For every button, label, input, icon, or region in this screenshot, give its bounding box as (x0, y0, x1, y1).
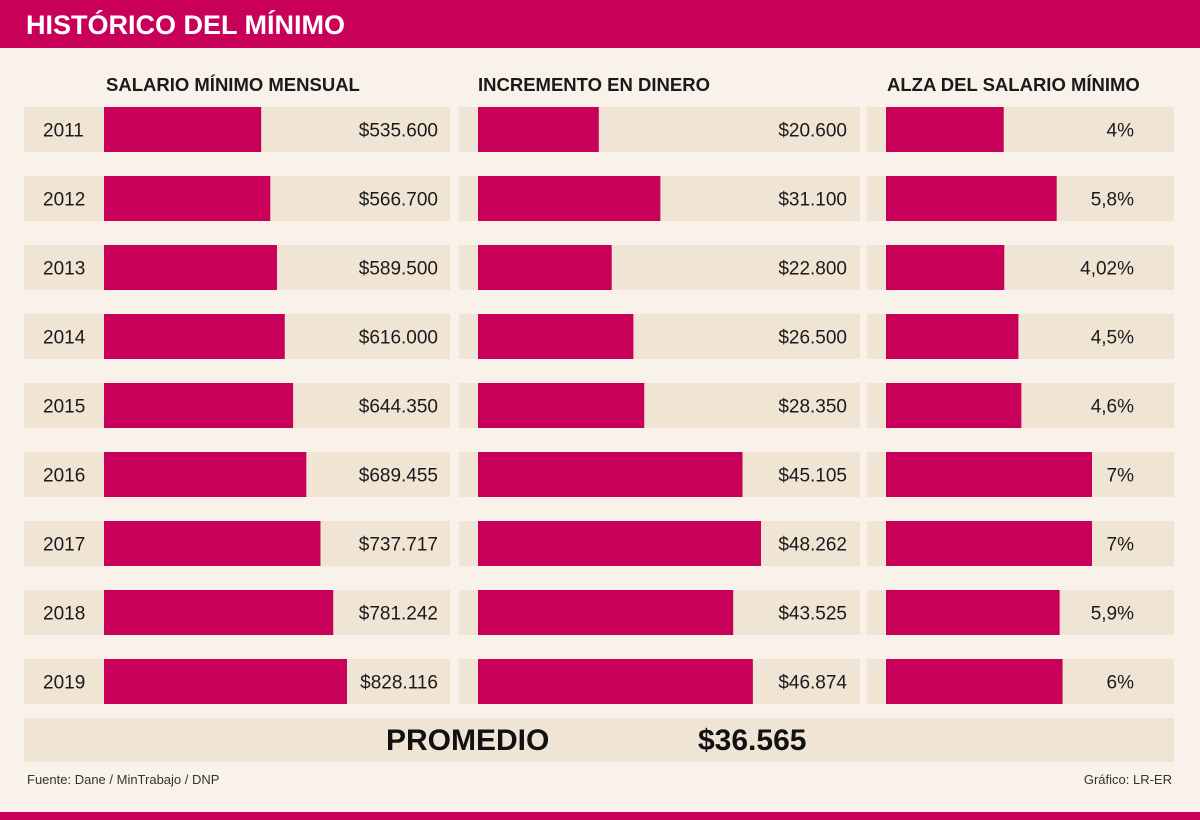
value-label: $644.350 (359, 397, 438, 418)
column-header-alza: ALZA DEL SALARIO MÍNIMO (887, 74, 1140, 95)
year-label: 2012 (43, 190, 85, 211)
value-label: $45.105 (778, 466, 847, 487)
average-box (24, 718, 1174, 762)
value-label: $781.242 (359, 604, 438, 625)
value-label: $535.600 (359, 121, 438, 142)
bar (886, 452, 1092, 497)
year-label: 2018 (43, 604, 85, 625)
value-label: $566.700 (359, 190, 438, 211)
value-label: 5,8% (1091, 190, 1134, 211)
bar (478, 521, 761, 566)
bar (886, 659, 1063, 704)
value-label: 7% (1107, 535, 1135, 556)
value-label: $828.116 (360, 673, 438, 694)
bar (478, 383, 645, 428)
bar (886, 383, 1022, 428)
bar (104, 176, 271, 221)
value-label: $22.800 (778, 259, 847, 280)
value-label: $43.525 (778, 604, 847, 625)
year-label: 2017 (43, 535, 85, 556)
value-label: $26.500 (778, 328, 847, 349)
credit-note: Gráfico: LR-ER (1083, 772, 1172, 787)
bar (886, 521, 1092, 566)
bar (478, 107, 599, 152)
bar (104, 314, 285, 359)
footer-bar (0, 812, 1200, 820)
bar (886, 314, 1019, 359)
value-label: 4,02% (1080, 259, 1134, 280)
bar (104, 659, 347, 704)
value-label: $46.874 (778, 673, 847, 694)
average-value: $36.565 (698, 724, 807, 757)
bar (104, 452, 307, 497)
value-label: $20.600 (778, 121, 847, 142)
bar (104, 521, 321, 566)
bar (478, 314, 634, 359)
chart-title: HISTÓRICO DEL MÍNIMO (26, 10, 346, 40)
bar (104, 107, 262, 152)
value-label: $31.100 (778, 190, 847, 211)
average-label: PROMEDIO (386, 724, 550, 757)
year-label: 2014 (43, 328, 86, 349)
value-label: 7% (1107, 466, 1135, 487)
column-header-incremento: INCREMENTO EN DINERO (478, 74, 710, 95)
header-bar (0, 0, 1200, 48)
source-note: Fuente: Dane / MinTrabajo / DNP (27, 772, 220, 787)
bar (478, 176, 661, 221)
year-label: 2015 (43, 397, 85, 418)
value-label: 4% (1107, 121, 1135, 142)
bar (886, 176, 1057, 221)
value-label: $28.350 (778, 397, 847, 418)
value-label: $737.717 (359, 535, 438, 556)
value-label: $589.500 (359, 259, 438, 280)
bar (104, 590, 334, 635)
year-label: 2019 (43, 673, 85, 694)
bar (478, 245, 612, 290)
year-label: 2016 (43, 466, 85, 487)
bar (886, 107, 1004, 152)
bar (104, 383, 294, 428)
value-label: $616.000 (359, 328, 438, 349)
bar (478, 590, 734, 635)
bar (886, 590, 1060, 635)
column-header-salario: SALARIO MÍNIMO MENSUAL (106, 74, 360, 95)
year-label: 2011 (43, 121, 84, 142)
value-label: $689.455 (359, 466, 438, 487)
value-label: 4,6% (1091, 397, 1134, 418)
value-label: 6% (1107, 673, 1135, 694)
bar (478, 452, 743, 497)
value-label: 4,5% (1091, 328, 1134, 349)
year-label: 2013 (43, 259, 85, 280)
bar (478, 659, 753, 704)
bar (886, 245, 1005, 290)
value-label: $48.262 (778, 535, 847, 556)
value-label: 5,9% (1091, 604, 1134, 625)
bar (104, 245, 277, 290)
